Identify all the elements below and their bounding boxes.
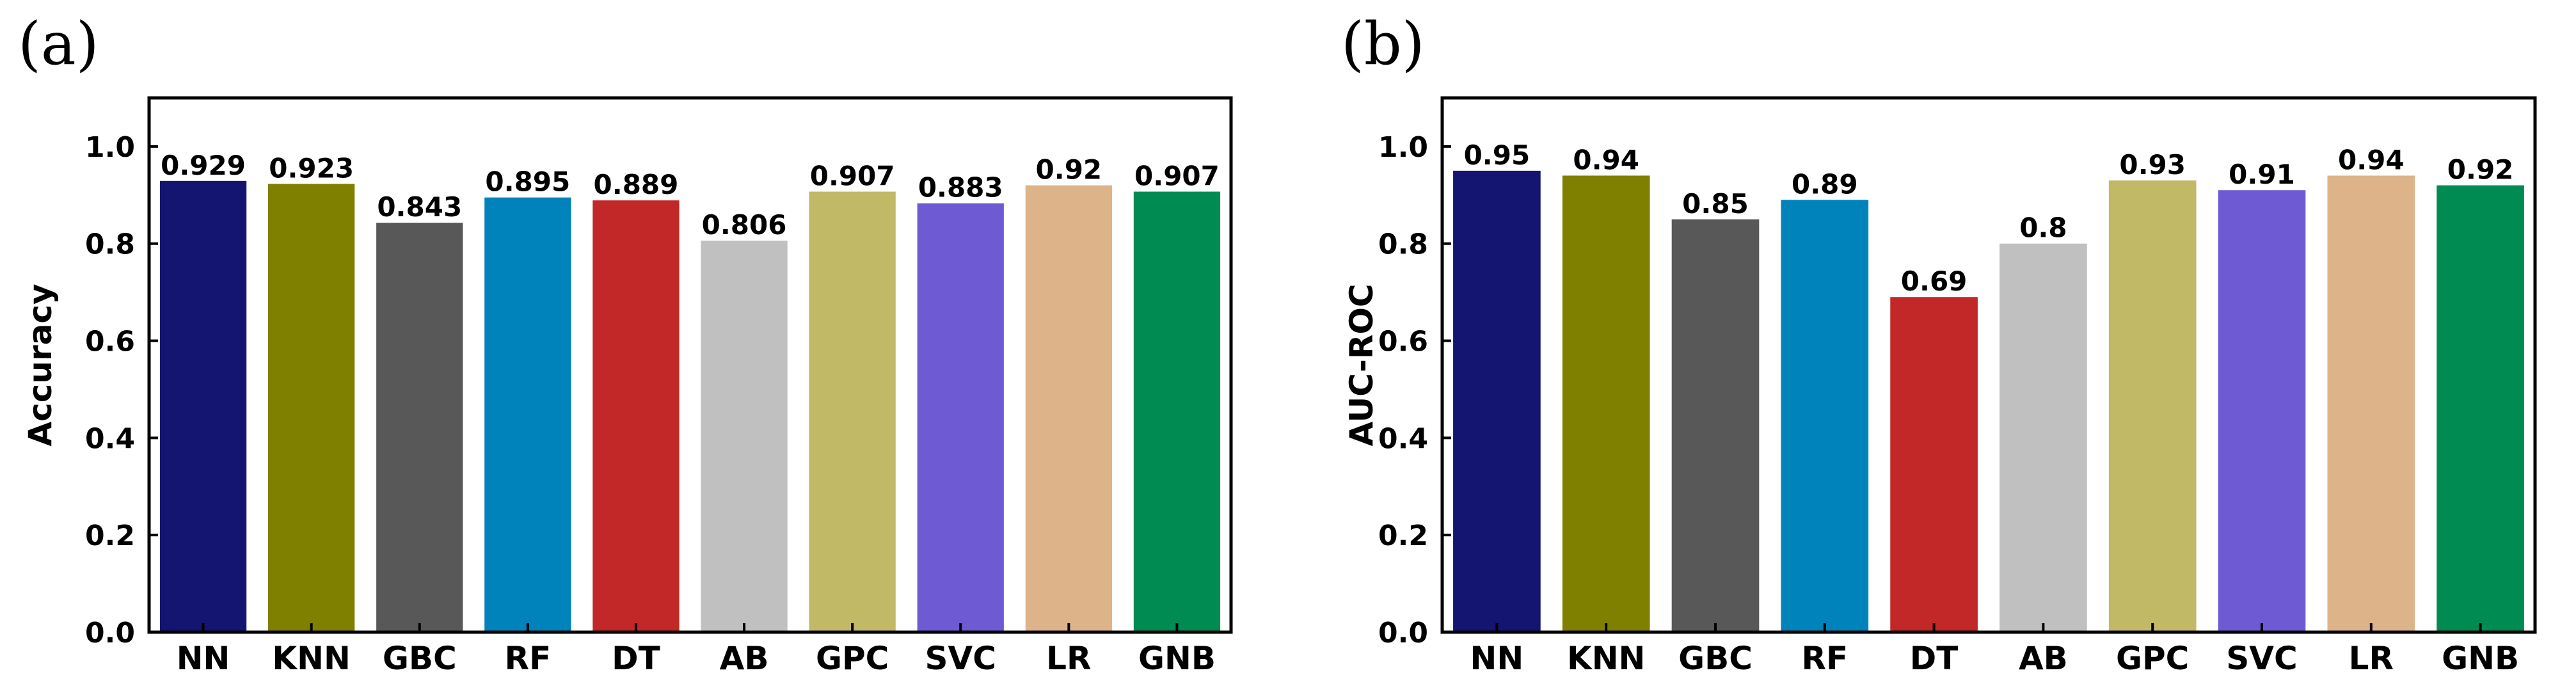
value-label-ab: 0.8 [2019, 212, 2067, 244]
x-tick-label-gnb: GNB [2442, 640, 2519, 677]
x-tick-label-rf: RF [505, 640, 552, 677]
value-label-lr: 0.94 [2338, 144, 2405, 175]
x-tick-label-gpc: GPC [816, 640, 889, 677]
x-tick-label-knn: KNN [1567, 640, 1645, 677]
bar-svc [917, 203, 1004, 632]
chart-panel-a: (a) 0.929 NN 0.923 KNN 0.843 GBC 0.895 RF 0.889 DT… [18, 10, 1233, 677]
value-label-dt: 0.889 [594, 169, 679, 200]
x-tick-label-ab: AB [720, 640, 769, 677]
y-axis-title: Accuracy [22, 283, 59, 446]
x-tick-label-knn: KNN [272, 640, 350, 677]
y-tick-label: 0.0 [1378, 617, 1428, 649]
y-tick-label: 1.0 [85, 131, 135, 164]
y-tick-label: 0.6 [1378, 326, 1428, 358]
bar-ab [2000, 243, 2087, 632]
value-label-knn: 0.94 [1573, 144, 1639, 175]
value-label-svc: 0.883 [918, 172, 1003, 203]
y-tick-label: 1.0 [1378, 131, 1428, 164]
value-label-nn: 0.95 [1464, 139, 1530, 171]
y-tick-label: 0.6 [85, 326, 135, 358]
x-tick-label-gbc: GBC [1678, 640, 1753, 677]
bar-gpc [2108, 180, 2197, 633]
panel-label: (b) [1341, 10, 1425, 78]
y-axis-title: AUC-ROC [1343, 283, 1380, 446]
bar-gpc [809, 191, 896, 633]
x-tick-label-dt: DT [1910, 640, 1959, 677]
x-tick-label-ab: AB [2019, 640, 2068, 677]
x-tick-label-gpc: GPC [2116, 640, 2189, 677]
bar-rf [484, 197, 571, 632]
value-label-ab: 0.806 [702, 209, 787, 241]
bar-nn [1453, 170, 1541, 632]
value-label-dt: 0.69 [1901, 266, 1968, 297]
x-tick-label-gnb: GNB [1138, 640, 1216, 677]
panel-label: (a) [18, 10, 99, 78]
bar-lr [2327, 175, 2415, 632]
value-label-gbc: 0.85 [1682, 188, 1749, 219]
value-label-knn: 0.923 [269, 152, 354, 184]
value-label-gnb: 0.907 [1134, 161, 1220, 192]
value-label-lr: 0.92 [1036, 154, 1102, 186]
x-tick-label-gbc: GBC [383, 640, 457, 677]
chart-panel-b: (b) 0.95 NN 0.94 KNN 0.85 GBC 0.89 RF 0.69 DT 0.8 AB… [1341, 10, 2537, 677]
y-tick-label: 0.4 [85, 422, 135, 455]
bar-knn [1562, 175, 1650, 632]
x-tick-label-dt: DT [612, 640, 660, 677]
y-tick-label: 0.2 [85, 520, 135, 552]
x-tick-label-nn: NN [1470, 640, 1524, 677]
value-label-gnb: 0.92 [2447, 154, 2514, 186]
x-tick-label-svc: SVC [2226, 640, 2297, 677]
bar-gbc [376, 223, 463, 632]
x-tick-label-nn: NN [177, 640, 230, 677]
y-tick-label: 0.0 [85, 617, 135, 649]
bar-gnb [2437, 185, 2524, 632]
bar-dt [1890, 297, 1978, 632]
value-label-rf: 0.895 [485, 166, 570, 198]
y-tick-label: 0.8 [1378, 228, 1428, 261]
bar-svc [2218, 190, 2306, 632]
plot-frame [1440, 96, 2537, 634]
x-tick-label-lr: LR [2349, 640, 2394, 677]
x-tick-label-lr: LR [1046, 640, 1091, 677]
y-tick-label: 0.4 [1378, 422, 1428, 455]
bar-nn [159, 180, 247, 632]
value-label-gbc: 0.843 [377, 191, 462, 223]
bar-gbc [1671, 219, 1760, 633]
value-label-gpc: 0.93 [2119, 149, 2186, 180]
bar-gnb [1133, 191, 1221, 633]
value-label-svc: 0.91 [2229, 159, 2295, 190]
bar-lr [1025, 185, 1112, 632]
bar-dt [592, 200, 680, 632]
plot-frame [147, 96, 1233, 634]
bar-knn [268, 184, 355, 632]
bar-rf [1781, 200, 1869, 633]
value-label-gpc: 0.907 [810, 161, 895, 192]
y-tick-label: 0.8 [85, 228, 135, 261]
x-tick-label-rf: RF [1801, 640, 1848, 677]
x-tick-label-svc: SVC [925, 640, 996, 677]
y-tick-label: 0.2 [1378, 520, 1428, 552]
value-label-rf: 0.89 [1792, 168, 1858, 200]
bar-ab [701, 241, 788, 632]
value-label-nn: 0.929 [161, 150, 246, 181]
